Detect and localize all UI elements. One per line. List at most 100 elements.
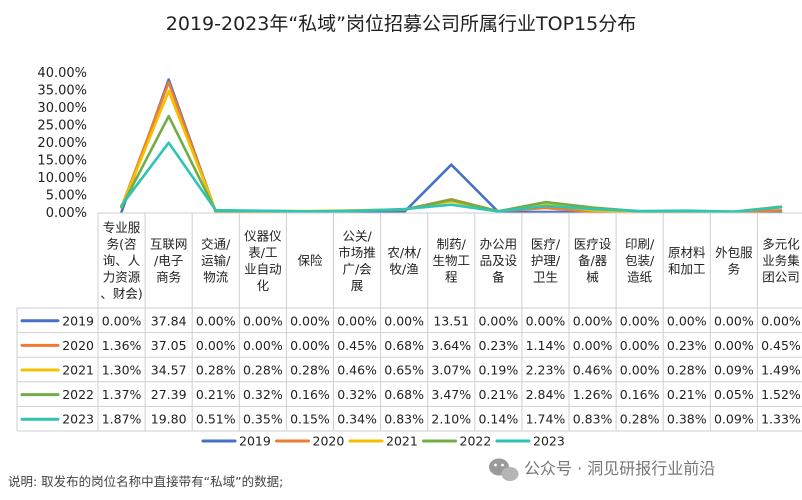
y-tick-label: 35.00% bbox=[37, 84, 87, 99]
series-line-2019 bbox=[120, 78, 783, 214]
table-cell-value: 0.68% bbox=[384, 387, 424, 402]
table-cell-value: 0.28% bbox=[196, 363, 236, 378]
table-cell-value: 0.46% bbox=[573, 363, 613, 378]
data-table-grid bbox=[16, 212, 802, 432]
table-cell-value: 0.28% bbox=[290, 363, 330, 378]
table-cell-value: 0.28% bbox=[243, 363, 283, 378]
category-label: 保险 bbox=[297, 253, 323, 268]
table-cell-value: 0.46% bbox=[337, 363, 377, 378]
table-cell-value: 1.87% bbox=[102, 412, 142, 427]
table-cell-value: 0.45% bbox=[337, 338, 377, 353]
category-label: 专业服务(咨询、人力资源、财会) bbox=[100, 220, 142, 301]
table-cell-value: 0.00% bbox=[620, 338, 660, 353]
y-tick-label: 40.00% bbox=[37, 66, 87, 81]
table-cell-value: 0.09% bbox=[714, 363, 754, 378]
table-cell-value: 1.52% bbox=[761, 387, 801, 402]
table-cell-value: 37.05 bbox=[151, 338, 187, 353]
table-cell-value: 2.10% bbox=[431, 412, 471, 427]
y-tick-label: 15.00% bbox=[37, 154, 87, 169]
table-cell-value: 0.21% bbox=[667, 387, 707, 402]
table-cell-value: 0.23% bbox=[478, 338, 518, 353]
category-label: 制药/生物工程 bbox=[432, 237, 470, 285]
table-cell-value: 0.00% bbox=[620, 313, 660, 328]
table-cell-value: 3.07% bbox=[431, 363, 471, 378]
table-cell-value: 0.00% bbox=[243, 338, 283, 353]
table-cell-value: 0.35% bbox=[243, 412, 283, 427]
table-cell-value: 1.36% bbox=[102, 338, 142, 353]
table-cell-value: 1.26% bbox=[573, 387, 613, 402]
watermark: 公众号 · 洞见研报行业前沿 bbox=[489, 458, 715, 481]
table-cell-value: 3.47% bbox=[431, 387, 471, 402]
row-series-name: 2020 bbox=[62, 338, 94, 353]
table-cell-value: 1.49% bbox=[761, 363, 801, 378]
table-cell-value: 0.00% bbox=[478, 313, 518, 328]
table-cell-value: 0.23% bbox=[667, 338, 707, 353]
table-cell-value: 0.38% bbox=[667, 412, 707, 427]
legend-label: 2019 bbox=[239, 434, 271, 449]
legend-label: 2022 bbox=[460, 434, 492, 449]
row-series-name: 2023 bbox=[62, 412, 94, 427]
table-cell-value: 0.00% bbox=[620, 363, 660, 378]
chart-title: 2019-2023年“私域”岗位招募公司所属行业TOP15分布 bbox=[166, 13, 636, 35]
category-label: 公关/市场推广/会展 bbox=[338, 228, 376, 293]
category-label: 互联网/电子商务 bbox=[150, 237, 188, 285]
category-label: 医疗/护理/卫生 bbox=[531, 237, 561, 285]
table-cell-value: 0.65% bbox=[384, 363, 424, 378]
legend-label: 2020 bbox=[313, 434, 345, 449]
table-cell-value: 27.39 bbox=[151, 387, 187, 402]
category-label: 农/林/牧/渔 bbox=[387, 245, 421, 277]
table-cell-value: 0.00% bbox=[337, 313, 377, 328]
table-cell-value: 1.33% bbox=[761, 412, 801, 427]
category-label: 仪器仪表/工业自动化 bbox=[244, 228, 282, 293]
table-cell-value: 0.09% bbox=[714, 412, 754, 427]
legend-label: 2021 bbox=[386, 434, 418, 449]
table-cell-value: 0.00% bbox=[667, 313, 707, 328]
y-tick-label: 25.00% bbox=[37, 119, 87, 134]
wechat-icon bbox=[489, 458, 519, 481]
y-tick-label: 10.00% bbox=[37, 171, 87, 186]
table-cell-value: 0.00% bbox=[243, 313, 283, 328]
table-cell-value: 34.57 bbox=[151, 363, 187, 378]
table-cell-value: 0.68% bbox=[384, 338, 424, 353]
table-cell-value: 0.00% bbox=[384, 313, 424, 328]
table-cell-value: 0.32% bbox=[337, 387, 377, 402]
table-cell-value: 0.19% bbox=[478, 363, 518, 378]
table-cell-value: 0.00% bbox=[290, 313, 330, 328]
y-tick-label: 5.00% bbox=[46, 189, 87, 204]
table-cell-value: 0.45% bbox=[761, 338, 801, 353]
table-cell-value: 0.00% bbox=[573, 338, 613, 353]
table-cell-value: 0.34% bbox=[337, 412, 377, 427]
category-label: 多元化业务集团公司 bbox=[762, 237, 800, 285]
table-cell-value: 19.80 bbox=[151, 412, 187, 427]
table-cell-value: 0.15% bbox=[290, 412, 330, 427]
watermark-text: 公众号 · 洞见研报行业前沿 bbox=[524, 459, 715, 478]
y-tick-label: 20.00% bbox=[37, 136, 87, 151]
legend-label: 2023 bbox=[533, 434, 565, 449]
table-cell-value: 0.28% bbox=[620, 412, 660, 427]
table-cell-value: 0.05% bbox=[714, 387, 754, 402]
table-cell-value: 0.00% bbox=[290, 338, 330, 353]
table-cell-value: 0.83% bbox=[384, 412, 424, 427]
table-cell-value: 0.00% bbox=[196, 313, 236, 328]
y-tick-label: 0.00% bbox=[46, 206, 87, 221]
table-cell-value: 0.00% bbox=[714, 313, 754, 328]
row-series-name: 2019 bbox=[62, 313, 94, 328]
table-cell-value: 0.00% bbox=[714, 338, 754, 353]
table-cell-value: 0.51% bbox=[196, 412, 236, 427]
category-label: 原材料和加工 bbox=[668, 245, 706, 277]
table-cell-value: 13.51 bbox=[433, 313, 469, 328]
data-table-rows: 2019 0.00% 37.84 0.00% 0.00% 0.00% 0.00% 0.00% 1… bbox=[20, 313, 801, 427]
category-label: 交通/运输/物流 bbox=[201, 237, 231, 285]
category-label: 医疗设备/器械 bbox=[574, 237, 612, 285]
category-label: 外包服务 bbox=[715, 245, 753, 277]
plot-series-lines bbox=[120, 78, 783, 214]
legend: 2019 2020 2021 2022 2023 bbox=[201, 434, 565, 449]
table-cell-value: 0.21% bbox=[478, 387, 518, 402]
table-cell-value: 0.00% bbox=[761, 313, 801, 328]
table-cell-value: 0.16% bbox=[620, 387, 660, 402]
footnote: 说明: 取发布的岗位名称中直接带有“私域”的数据; bbox=[8, 474, 283, 489]
table-cell-value: 3.64% bbox=[431, 338, 471, 353]
y-tick-label: 30.00% bbox=[37, 101, 87, 116]
table-cell-value: 0.32% bbox=[243, 387, 283, 402]
